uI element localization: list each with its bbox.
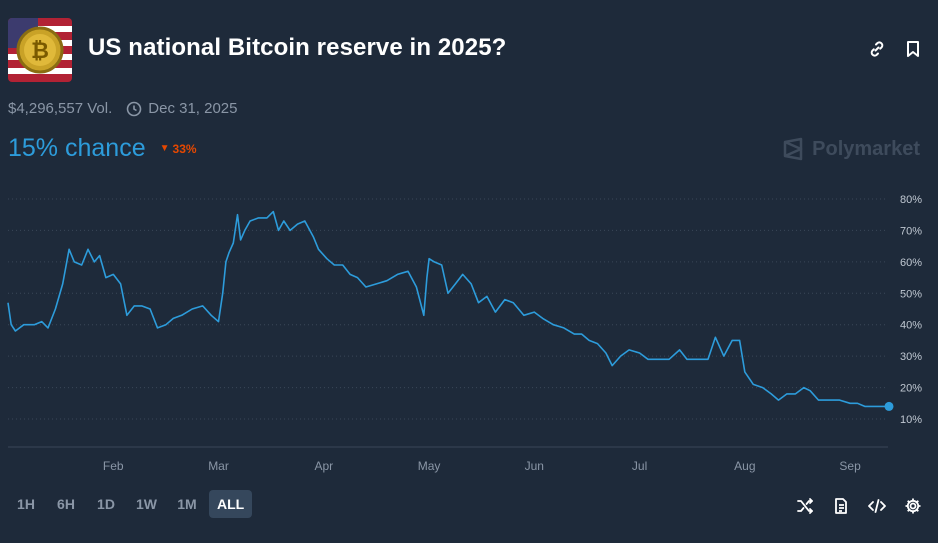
y-tick-label: 80% bbox=[900, 194, 922, 206]
embed-code-icon[interactable] bbox=[868, 497, 886, 515]
market-thumbnail: ₿ bbox=[8, 18, 72, 82]
x-tick-label: Apr bbox=[314, 459, 333, 473]
market-meta: $4,296,557 Vol. Dec 31, 2025 bbox=[8, 100, 238, 117]
x-tick-label: Sep bbox=[839, 459, 861, 473]
market-title: US national Bitcoin reserve in 2025? bbox=[88, 34, 507, 61]
polymarket-logo: Polymarket bbox=[782, 137, 920, 161]
y-tick-label: 40% bbox=[900, 320, 922, 332]
settings-gear-icon[interactable] bbox=[904, 497, 922, 515]
y-tick-label: 20% bbox=[900, 383, 922, 395]
clock-icon bbox=[126, 101, 142, 117]
end-date-text: Dec 31, 2025 bbox=[148, 100, 238, 117]
probability-chart: 10% 20% 30% 40% 50% 60% 70% 80% Feb Mar Apr May Jun J… bbox=[7, 194, 922, 473]
y-tick-label: 30% bbox=[900, 351, 922, 363]
shuffle-icon[interactable] bbox=[796, 497, 814, 515]
series-line bbox=[7, 210, 888, 408]
x-tick-label: Jul bbox=[632, 459, 647, 473]
latest-point-marker bbox=[884, 401, 894, 411]
x-tick-label: Jun bbox=[525, 459, 544, 473]
down-arrow-icon: ▼ bbox=[159, 143, 170, 154]
time-range-selector: 1H 6H 1D 1W 1M ALL bbox=[8, 490, 253, 518]
brand-name: Polymarket bbox=[812, 137, 920, 160]
chance-value: 15% chance bbox=[8, 134, 146, 162]
x-tick-label: Aug bbox=[734, 459, 755, 473]
svg-text:₿: ₿ bbox=[31, 39, 49, 64]
range-button-all[interactable]: ALL bbox=[209, 490, 253, 518]
range-button-1w[interactable]: 1W bbox=[128, 490, 165, 518]
polymarket-logo-icon bbox=[783, 137, 803, 161]
y-tick-label: 50% bbox=[900, 288, 922, 300]
link-icon[interactable] bbox=[868, 40, 886, 58]
y-tick-label: 10% bbox=[900, 414, 922, 426]
y-tick-label: 60% bbox=[900, 257, 922, 269]
change-value: 33% bbox=[172, 141, 197, 156]
volume-text: $4,296,557 Vol. bbox=[8, 100, 113, 117]
x-tick-label: Feb bbox=[103, 459, 124, 473]
bookmark-icon[interactable] bbox=[904, 40, 922, 58]
change-badge: ▼ 33% bbox=[160, 142, 197, 156]
range-button-1m[interactable]: 1M bbox=[169, 490, 205, 518]
x-tick-label: Mar bbox=[208, 459, 229, 473]
document-icon[interactable] bbox=[832, 497, 850, 515]
range-button-1d[interactable]: 1D bbox=[88, 490, 124, 518]
x-tick-label: May bbox=[418, 459, 441, 473]
range-button-1h[interactable]: 1H bbox=[8, 490, 44, 518]
y-tick-label: 70% bbox=[900, 225, 922, 237]
range-button-6h[interactable]: 6H bbox=[48, 490, 84, 518]
